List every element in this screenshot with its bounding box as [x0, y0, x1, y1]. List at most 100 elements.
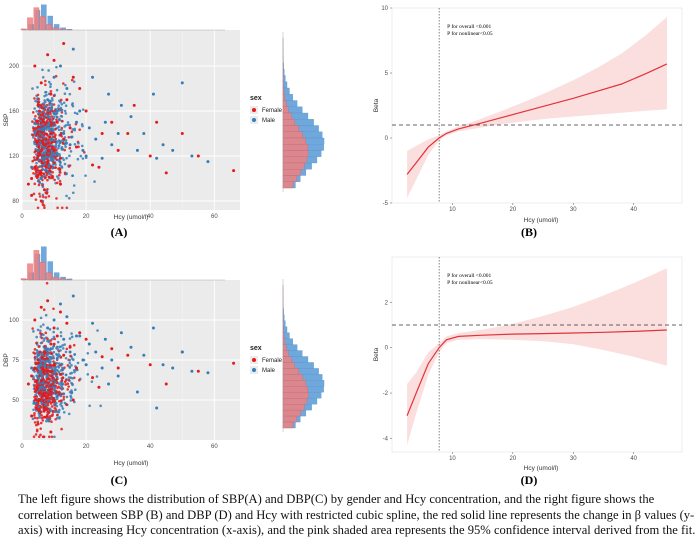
female-hist-bar	[40, 262, 46, 281]
male-point	[155, 156, 159, 160]
female-point	[148, 363, 152, 367]
male-point	[52, 124, 55, 128]
male-point	[77, 141, 80, 145]
male-point	[55, 368, 59, 372]
female-point	[72, 343, 76, 347]
male-point	[43, 360, 47, 364]
female-point	[155, 120, 159, 124]
male-point	[57, 144, 61, 147]
x-tick-label: 20	[83, 214, 90, 220]
male-point	[81, 148, 85, 152]
female-point	[54, 408, 58, 411]
male-point	[50, 102, 54, 106]
male-point	[43, 99, 46, 102]
male-point	[55, 397, 59, 401]
female-point	[44, 191, 48, 194]
male-point	[116, 132, 120, 135]
series-female	[26, 299, 236, 434]
male-point	[69, 396, 73, 399]
male-point	[60, 148, 64, 151]
male-point	[60, 108, 64, 112]
female-point	[68, 126, 72, 130]
female-point	[32, 435, 36, 439]
female-point	[58, 171, 62, 174]
y-tick-label: 80	[12, 199, 19, 205]
male-point	[61, 347, 65, 350]
female-hist-bar	[282, 344, 287, 351]
female-point	[39, 81, 43, 85]
male-point	[66, 123, 70, 127]
female-point	[36, 93, 40, 97]
male-point	[88, 404, 91, 408]
female-hist-bar	[282, 380, 306, 387]
male-point	[47, 399, 51, 403]
male-point	[56, 410, 59, 414]
female-point	[46, 53, 50, 57]
male-point	[31, 87, 34, 90]
female-point	[39, 398, 43, 401]
female-point	[35, 171, 38, 174]
female-point	[44, 166, 48, 169]
male-point	[49, 107, 53, 110]
female-point	[53, 140, 57, 144]
female-hist-bar	[282, 421, 294, 429]
female-point	[42, 172, 46, 175]
female-point	[55, 181, 59, 185]
male-point	[81, 108, 85, 111]
male-point	[44, 168, 48, 171]
male-point	[49, 347, 53, 351]
female-point	[46, 415, 49, 419]
male-point	[75, 334, 78, 338]
male-point	[53, 410, 56, 414]
male-point	[100, 156, 104, 160]
y-tick-label: 10	[381, 6, 388, 12]
female-point	[48, 369, 52, 373]
side-marginal-histogram	[282, 32, 325, 192]
female-point	[60, 134, 63, 138]
male-point	[59, 403, 62, 406]
female-point	[91, 163, 95, 167]
male-point	[47, 419, 50, 423]
female-point	[70, 78, 74, 82]
legend-title: sex	[250, 345, 262, 352]
male-point	[47, 359, 50, 362]
female-hist-bar	[20, 28, 27, 31]
female-hist-bar	[282, 362, 295, 369]
male-point	[47, 122, 51, 126]
female-point	[36, 420, 40, 424]
male-point	[57, 177, 60, 180]
male-point	[47, 152, 50, 155]
female-point	[39, 433, 42, 437]
male-point	[59, 369, 63, 372]
female-point	[69, 354, 72, 358]
male-point	[54, 145, 58, 149]
female-hist-bar	[46, 24, 52, 31]
female-point	[55, 148, 58, 152]
female-point	[38, 134, 41, 138]
male-point	[70, 136, 73, 139]
male-point	[37, 405, 41, 408]
male-point	[59, 394, 63, 398]
y-tick-label: 100	[9, 318, 20, 324]
male-point	[190, 154, 194, 158]
female-point	[46, 160, 50, 164]
female-point	[43, 357, 47, 361]
female-hist-bar	[282, 409, 301, 417]
female-point	[53, 178, 56, 182]
male-point	[80, 144, 84, 148]
female-point	[40, 140, 44, 143]
female-point	[47, 388, 51, 392]
male-point	[39, 385, 43, 389]
female-point	[49, 170, 52, 173]
female-point	[196, 154, 200, 158]
legend-male-label: Male	[262, 118, 276, 124]
male-point	[36, 97, 39, 100]
female-hist-bar	[282, 356, 292, 363]
female-point	[44, 196, 48, 199]
male-point	[57, 104, 61, 107]
male-point	[55, 404, 59, 408]
female-point	[42, 195, 45, 199]
female-point	[32, 156, 36, 159]
female-point	[52, 396, 55, 400]
